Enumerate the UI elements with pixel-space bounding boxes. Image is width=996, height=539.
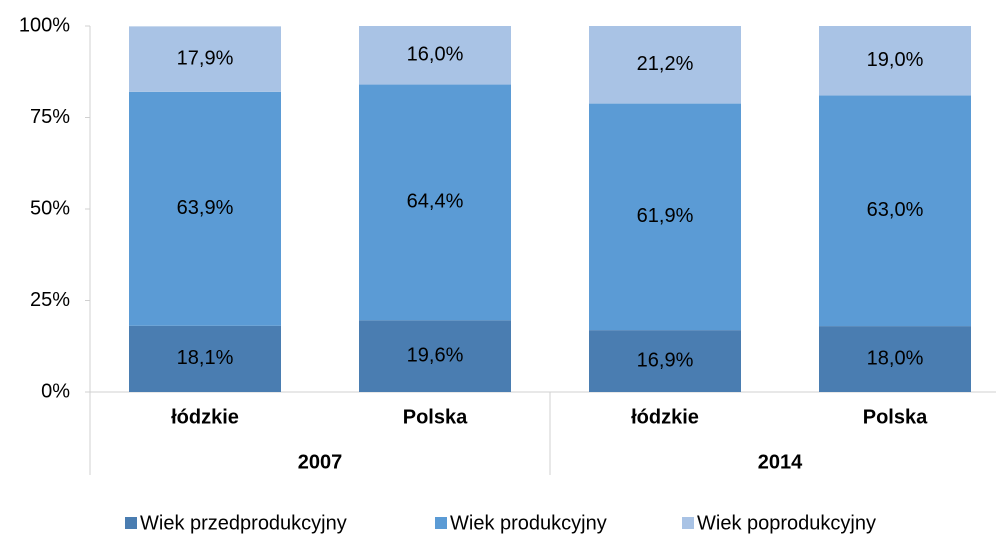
y-tick-label: 25% bbox=[30, 289, 70, 311]
bar-segment bbox=[129, 26, 281, 92]
x-tick-label: Polska bbox=[863, 406, 928, 428]
legend-swatch bbox=[682, 517, 694, 529]
data-label: 19,0% bbox=[867, 49, 924, 71]
data-label: 64,4% bbox=[407, 191, 464, 213]
bar-segment bbox=[589, 26, 741, 104]
legend-label: Wiek produkcyjny bbox=[450, 512, 607, 534]
legend-swatch bbox=[435, 517, 447, 529]
bar-segment bbox=[819, 326, 971, 392]
data-label: 17,9% bbox=[177, 47, 234, 69]
data-label: 19,6% bbox=[407, 344, 464, 366]
legend-label: Wiek przedprodukcyjny bbox=[140, 512, 347, 534]
group-label: 2014 bbox=[758, 451, 803, 473]
data-label: 18,1% bbox=[177, 347, 234, 369]
x-tick-label: łódzkie bbox=[631, 406, 699, 428]
data-label: 16,0% bbox=[407, 44, 464, 66]
data-label: 16,9% bbox=[637, 349, 694, 371]
bar-segment bbox=[589, 103, 741, 331]
y-tick-label: 75% bbox=[30, 106, 70, 128]
x-tick-label: łódzkie bbox=[171, 406, 239, 428]
data-label: 63,0% bbox=[867, 199, 924, 221]
legend-swatch bbox=[125, 517, 137, 529]
x-tick-label: Polska bbox=[403, 406, 468, 428]
legend-label: Wiek poprodukcyjny bbox=[697, 512, 876, 534]
data-label: 61,9% bbox=[637, 205, 694, 227]
bar-segment bbox=[359, 320, 511, 392]
bar-segment bbox=[129, 91, 281, 326]
bar-segment bbox=[359, 26, 511, 85]
data-label: 21,2% bbox=[637, 53, 694, 75]
y-tick-label: 0% bbox=[41, 380, 70, 402]
y-tick-label: 50% bbox=[30, 197, 70, 219]
bar-segment bbox=[359, 84, 511, 321]
group-label: 2007 bbox=[298, 451, 343, 473]
y-tick-label: 100% bbox=[19, 14, 70, 36]
bar-segment bbox=[819, 26, 971, 96]
data-label: 18,0% bbox=[867, 347, 924, 369]
data-label: 63,9% bbox=[177, 197, 234, 219]
bar-segment bbox=[589, 330, 741, 392]
bar-segment bbox=[819, 95, 971, 327]
bar-segment bbox=[129, 325, 281, 392]
